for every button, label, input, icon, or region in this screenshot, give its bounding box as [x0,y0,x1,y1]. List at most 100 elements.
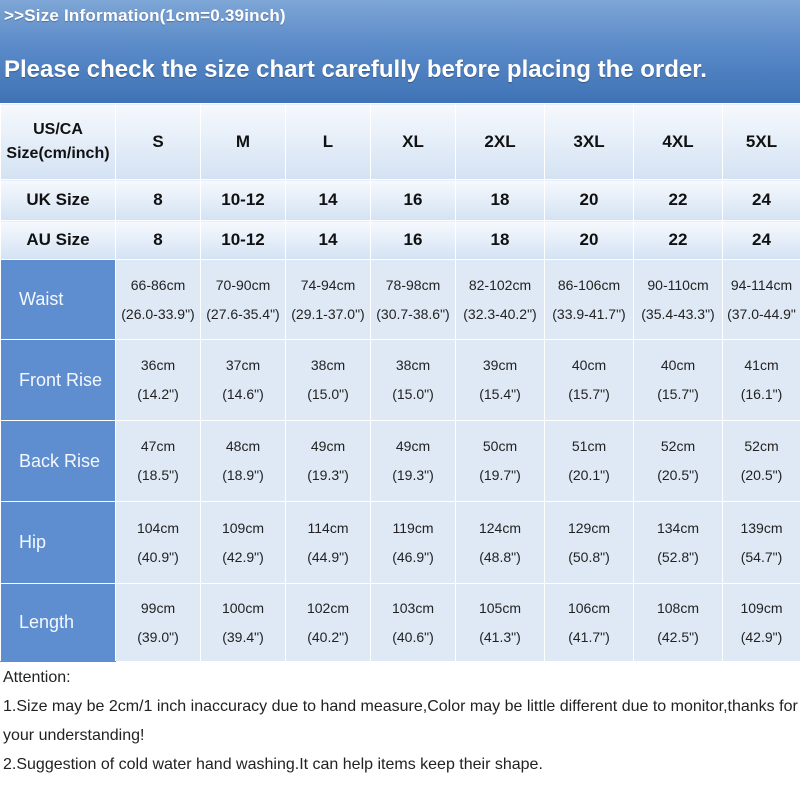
inch-value: (40.6") [392,628,434,645]
measurement-cell: 90-110cm (35.4-43.3") [633,259,723,340]
inch-value: (20.5") [657,467,699,483]
cm-value: 108cm [656,599,700,616]
inch-value: (27.6-35.4") [206,305,280,322]
inch-value: (18.9") [222,467,264,483]
cm-value: 37cm [225,357,261,373]
cm-value: 74-94cm [300,276,356,293]
cm-value: 129cm [567,519,611,536]
inch-value: (41.7") [568,628,610,645]
cm-value: 109cm [740,599,783,616]
uk-size-cell: 16 [370,179,456,221]
inch-value: (14.6") [222,386,264,402]
uk-size-cell: 20 [544,179,634,221]
cm-value: 47cm [140,438,176,454]
size-header-cell: 2XL [455,103,545,180]
cm-value: 104cm [136,519,180,536]
measurement-cell: 37cm (14.6") [200,339,286,421]
measurement-cell: 47cm (18.5") [115,420,201,502]
inch-value: (32.3-40.2") [463,305,537,322]
measurement-cell: 86-106cm (33.9-41.7") [544,259,634,340]
uk-size-label: UK Size [0,179,116,221]
inch-value: (15.0") [307,386,349,402]
au-size-label: AU Size [0,220,116,260]
hip-label: Hip [0,501,116,584]
cm-value: 134cm [656,519,700,536]
size-header-cell: XL [370,103,456,180]
measurement-cell: 49cm (19.3") [370,420,456,502]
cm-value: 66-86cm [130,276,186,293]
cm-value: 36cm [140,357,176,373]
size-header-label-line: Size(cm/inch) [6,144,110,162]
attention-note: 1.Size may be 2cm/1 inch inaccuracy due … [3,698,798,744]
back-rise-row: Back Rise 47cm (18.5") 48cm (18.9") 49cm (1… [0,420,800,502]
cm-value: 114cm [307,519,349,536]
cm-value: 139cm [740,519,783,536]
cm-value: 40cm [660,357,696,373]
inch-value: (41.3") [479,628,521,645]
measurement-cell: 36cm (14.2") [115,339,201,421]
cm-value: 39cm [482,357,518,373]
inch-value: (30.7-38.6") [376,305,450,322]
size-header-cell: M [200,103,286,180]
measurement-cell: 38cm (15.0") [370,339,456,421]
cm-value: 51cm [571,438,607,454]
uk-size-cell: 18 [455,179,545,221]
inch-value: (15.0") [392,386,434,402]
inch-value: (39.0") [137,628,179,645]
attention-heading: Attention: [3,669,71,686]
inch-value: (18.5") [137,467,179,483]
length-row: Length 99cm (39.0") 100cm (39.4") 102cm (40… [0,583,800,662]
inch-value: (39.4") [222,628,264,645]
cm-value: 50cm [482,438,518,454]
banner-subtitle: >>Size Information(1cm=0.39inch) [4,6,286,25]
au-size-row: AU Size 8 10-12 14 16 18 20 22 24 [0,220,800,260]
inch-value: (14.2") [137,386,179,402]
measurement-cell: 139cm (54.7") [722,501,800,584]
cm-value: 49cm [310,438,346,454]
inch-value: (37.0-44.9" [727,305,796,322]
cm-value: 94-114cm [730,276,793,293]
size-header-cell: L [285,103,371,180]
inch-value: (19.3") [307,467,349,483]
uk-size-cell: 14 [285,179,371,221]
au-size-cell: 14 [285,220,371,260]
measurement-cell: 109cm (42.9") [200,501,286,584]
front-rise-label: Front Rise [0,339,116,421]
inch-value: (20.5") [740,467,783,483]
cm-value: 48cm [225,438,261,454]
cm-value: 38cm [310,357,346,373]
inch-value: (35.4-43.3") [641,305,715,322]
inch-value: (33.9-41.7") [552,305,626,322]
measurement-cell: 104cm (40.9") [115,501,201,584]
size-info-banner: >>Size Information(1cm=0.39inch) Please … [0,0,800,103]
uk-size-cell: 22 [633,179,723,221]
inch-value: (19.3") [392,467,434,483]
inch-value: (15.7") [568,386,610,402]
au-size-cell: 10-12 [200,220,286,260]
inch-value: (54.7") [740,548,783,565]
size-header-label-line: US/CA [33,120,83,138]
length-label: Length [0,583,116,662]
waist-row: Waist 66-86cm (26.0-33.9") 70-90cm (27.6-3… [0,259,800,340]
au-size-cell: 22 [633,220,723,260]
inch-value: (20.1") [568,467,610,483]
measurement-cell: 100cm (39.4") [200,583,286,662]
inch-value: (15.4") [479,386,521,402]
inch-value: (29.1-37.0") [291,305,365,322]
measurement-cell: 40cm (15.7") [544,339,634,421]
uk-size-cell: 10-12 [200,179,286,221]
front-rise-row: Front Rise 36cm (14.2") 37cm (14.6") 38cm (… [0,339,800,421]
measurement-cell: 52cm (20.5") [722,420,800,502]
size-header-cell: 4XL [633,103,723,180]
measurement-cell: 52cm (20.5") [633,420,723,502]
inch-value: (52.8") [657,548,699,565]
inch-value: (48.8") [479,548,521,565]
inch-value: (16.1") [740,386,783,402]
cm-value: 100cm [221,599,265,616]
measurement-cell: 114cm (44.9") [285,501,371,584]
measurement-cell: 108cm (42.5") [633,583,723,662]
measurement-cell: 109cm (42.9") [722,583,800,662]
back-rise-label: Back Rise [0,420,116,502]
measurement-cell: 40cm (15.7") [633,339,723,421]
au-size-cell: 24 [722,220,800,260]
